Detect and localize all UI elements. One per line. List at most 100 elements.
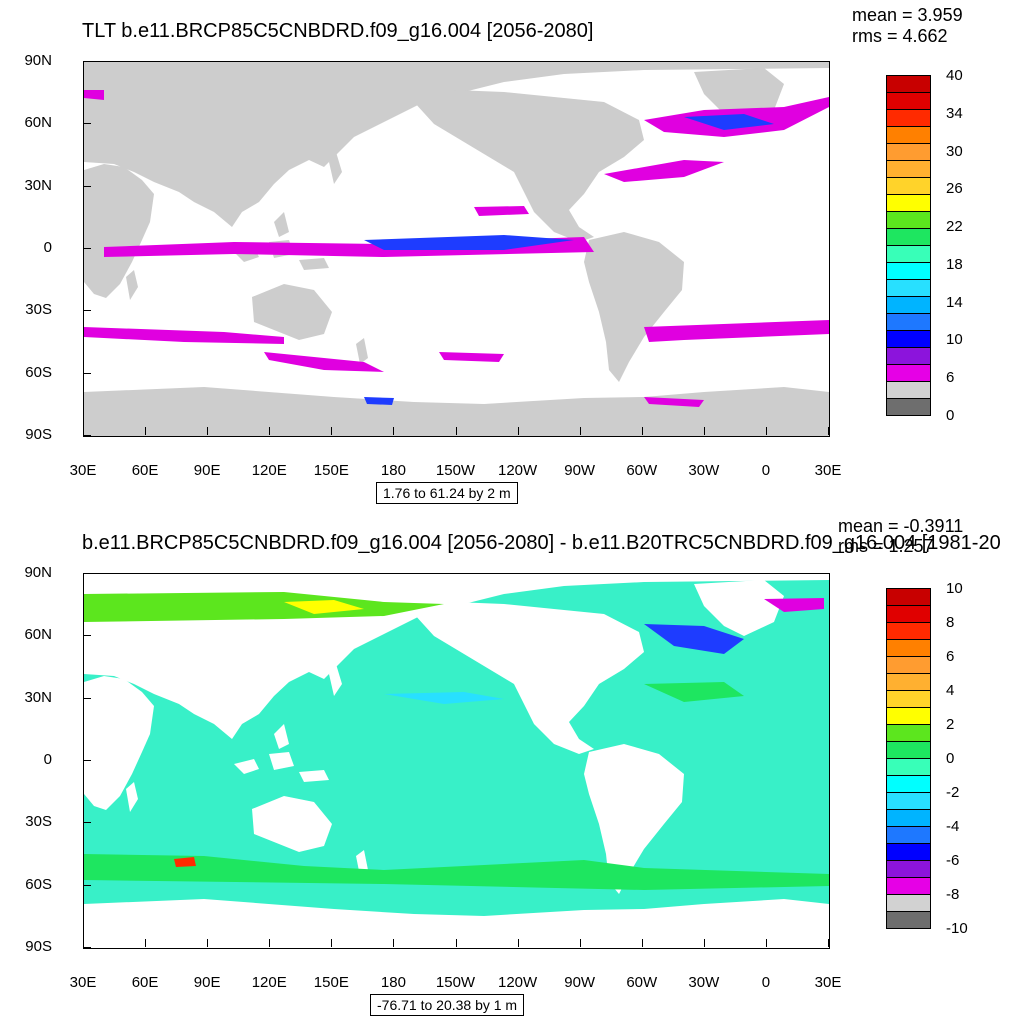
x-tick-label: 90W <box>564 974 596 991</box>
colorbar-swatch <box>886 894 931 912</box>
colorbar-swatch <box>886 126 931 144</box>
x-tick-label: 30W <box>688 974 720 991</box>
x-tick-mark <box>207 427 209 435</box>
colorbar-swatch <box>886 330 931 348</box>
anomaly-band <box>684 114 774 130</box>
x-tick-mark <box>579 427 581 435</box>
colorbar-label: 6 <box>946 369 955 387</box>
colorbar-swatch <box>886 177 931 195</box>
landmass <box>584 232 684 382</box>
colorbar-swatch <box>886 262 931 280</box>
colorbar-swatch <box>886 194 931 212</box>
colorbar-label: 22 <box>946 218 963 236</box>
colorbar-swatch <box>886 143 931 161</box>
x-tick-label: 60W <box>626 974 658 991</box>
y-tick-mark <box>83 822 91 824</box>
colorbar-swatch <box>886 673 931 691</box>
x-tick-mark <box>269 427 271 435</box>
x-tick-mark <box>703 427 705 435</box>
y-tick-mark <box>83 884 91 886</box>
colorbar-label: 34 <box>946 104 963 122</box>
anomaly-band <box>644 320 829 342</box>
anomaly-patch <box>384 692 504 704</box>
y-tick-mark <box>83 310 91 312</box>
x-tick-label: 150E <box>313 462 349 479</box>
x-tick-label: 150W <box>435 462 476 479</box>
colorbar-swatch <box>886 690 931 708</box>
colorbar-swatch <box>886 381 931 399</box>
colorbar-label: 4 <box>946 682 955 699</box>
y-tick-label: 30S <box>25 301 52 319</box>
anomaly-band <box>644 397 704 407</box>
anomaly-patch <box>644 682 744 702</box>
bottom-mean: mean = -0.3911 <box>838 516 964 536</box>
colorbar-swatch <box>886 758 931 776</box>
y-tick-mark <box>83 947 91 948</box>
colorbar-label: -6 <box>946 852 960 869</box>
bottom-anomaly-patches <box>84 592 829 890</box>
x-tick-label: 120E <box>251 462 287 479</box>
colorbar-swatch <box>886 313 931 331</box>
bottom-rms: rms = 1.257 <box>838 536 934 556</box>
anomaly-patch <box>174 857 196 867</box>
landmass <box>84 387 829 436</box>
landmass <box>584 744 684 894</box>
landmass <box>84 164 154 298</box>
x-tick-mark <box>517 939 519 947</box>
colorbar-swatch <box>886 792 931 810</box>
x-tick-mark <box>83 427 84 435</box>
colorbar-swatch <box>886 656 931 674</box>
x-tick-label: 180 <box>380 462 406 479</box>
colorbar-swatch <box>886 843 931 861</box>
x-tick-mark <box>331 427 333 435</box>
top-rms: rms = 4.662 <box>852 26 948 46</box>
colorbar-label: 0 <box>946 407 955 424</box>
landmass <box>274 212 289 237</box>
landmass <box>252 284 332 340</box>
x-tick-label: 150E <box>313 974 349 991</box>
x-tick-label: 0 <box>761 462 771 479</box>
landmass <box>274 724 289 749</box>
y-tick-mark <box>83 185 91 187</box>
colorbar-swatch <box>886 877 931 895</box>
colorbar-swatch <box>886 622 931 640</box>
anomaly-patch <box>644 624 744 654</box>
colorbar-swatch <box>886 109 931 127</box>
colorbar-swatch <box>886 279 931 297</box>
landmass <box>329 664 342 696</box>
x-tick-mark <box>145 427 147 435</box>
colorbar-swatch <box>886 826 931 844</box>
x-tick-label: 90E <box>193 462 221 479</box>
colorbar-swatch <box>886 245 931 263</box>
top-map <box>83 61 830 437</box>
colorbar-label: 30 <box>946 142 963 160</box>
colorbar-swatch <box>886 211 931 229</box>
landmass <box>414 602 644 754</box>
anomaly-patch <box>84 854 829 890</box>
x-tick-label: 60W <box>626 462 658 479</box>
bottom-range-box: -76.71 to 20.38 by 1 m <box>370 994 525 1016</box>
top-range-box: 1.76 to 61.24 by 2 m <box>376 482 518 504</box>
bottom-title: b.e11.BRCP85C5CNBDRD.f09_g16.004 [2056-2… <box>82 532 1001 554</box>
y-tick-label: 60S <box>25 875 52 893</box>
landmass <box>234 759 259 774</box>
x-tick-label: 150W <box>435 974 476 991</box>
y-tick-label: 60S <box>25 363 52 381</box>
colorbar-swatch <box>886 92 931 110</box>
colorbar-label: 6 <box>946 648 955 665</box>
y-tick-label: 90N <box>24 564 52 581</box>
y-tick-label: 30N <box>24 688 52 706</box>
landmass <box>269 752 294 770</box>
y-tick-mark <box>83 61 91 62</box>
landmass <box>84 899 829 948</box>
colorbar-label: 26 <box>946 180 963 198</box>
y-tick-label: 30S <box>25 813 52 831</box>
anomaly-band <box>474 206 529 216</box>
colorbar-swatch <box>886 707 931 725</box>
x-tick-mark <box>517 427 519 435</box>
colorbar-swatch <box>886 639 931 657</box>
x-tick-mark <box>828 939 829 947</box>
y-tick-label: 0 <box>43 239 52 256</box>
x-tick-label: 30E <box>814 974 842 991</box>
colorbar-label: -2 <box>946 784 960 801</box>
